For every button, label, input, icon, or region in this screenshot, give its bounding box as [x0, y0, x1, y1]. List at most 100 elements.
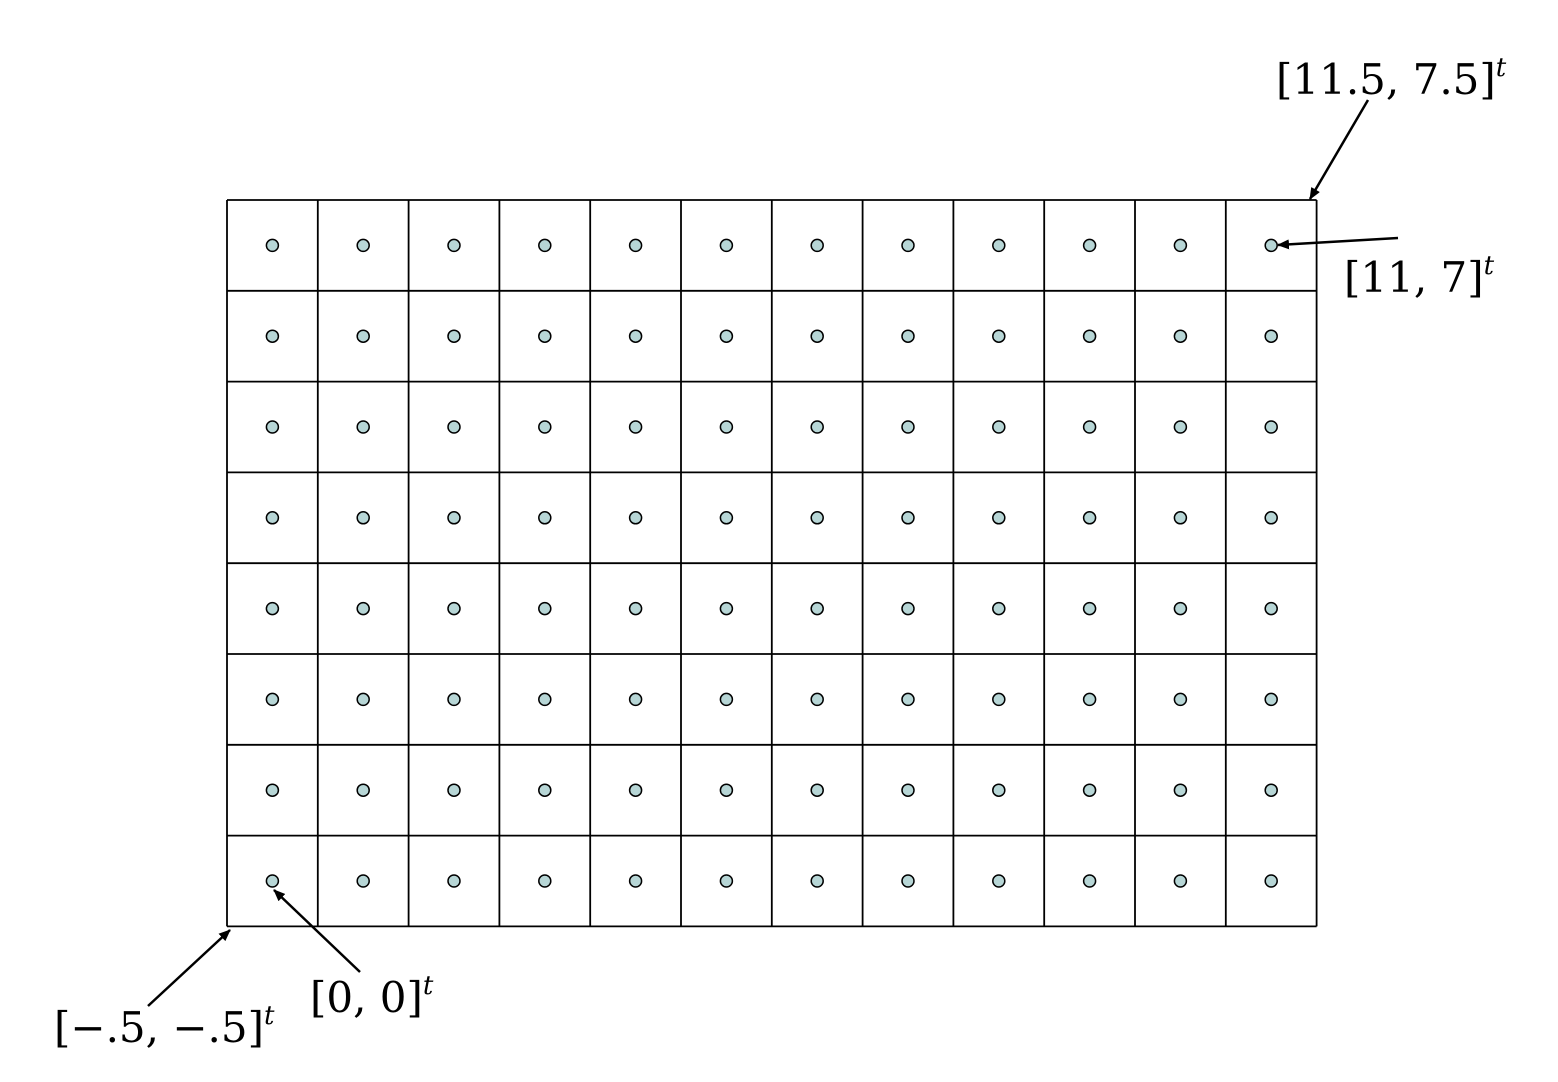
pixel-center-point [447, 420, 461, 434]
pixel-center-point [538, 420, 552, 434]
pixel-center-point [628, 329, 643, 343]
arrow-bottom-left-corner [147, 929, 231, 1007]
pixel-center-point [628, 238, 643, 253]
pixel-center-point [1173, 420, 1188, 434]
pixel-center-point [447, 511, 461, 525]
pixel-center-point [447, 874, 461, 888]
pixel-center-point [1173, 783, 1188, 797]
pixel-center-point [992, 511, 1006, 525]
pixel-center-point [265, 329, 280, 343]
pixel-center-point [628, 783, 643, 797]
pixel-center-point [810, 692, 824, 707]
pixel-center-point [719, 511, 734, 525]
pixel-center-point [356, 329, 370, 343]
pixel-center-point [992, 329, 1006, 343]
pixel-center-point [810, 783, 824, 797]
pixel-center-point [810, 511, 824, 525]
pixel-center-point [356, 420, 370, 434]
pixel-center-point [992, 238, 1006, 253]
pixel-center-point [992, 601, 1006, 616]
pixel-center-point [447, 238, 461, 253]
pixel-center-point [992, 420, 1006, 434]
pixel-center-point [810, 329, 824, 343]
pixel-center-point [447, 692, 461, 707]
pixel-center-point [992, 692, 1006, 707]
pixel-center-point [901, 783, 915, 797]
label-top-right-point: [11, 7]t [1344, 251, 1495, 302]
arrow-top-right-corner [1308, 99, 1370, 200]
pixel-center-point [992, 783, 1006, 797]
pixel-center-point [1173, 511, 1188, 525]
pixel-center-point [538, 692, 552, 707]
pixel-center-point [265, 238, 280, 253]
pixel-center-point [1082, 601, 1097, 616]
pixel-center-point [538, 238, 552, 253]
pixel-center-point [1264, 601, 1278, 616]
pixel-center-point [1082, 783, 1097, 797]
pixel-center-point [538, 874, 552, 888]
label-top-right-corner: [11.5, 7.5]t [1276, 53, 1507, 104]
pixel-center-point [628, 601, 643, 616]
pixel-center-point [901, 329, 915, 343]
pixel-center-point [1264, 874, 1278, 888]
pixel-center-point [356, 874, 370, 888]
pixel-center-point [719, 329, 734, 343]
pixel-center-point [356, 601, 370, 616]
pixel-center-point [719, 238, 734, 253]
pixel-center-point [265, 420, 280, 434]
pixel-center-point [719, 783, 734, 797]
pixel-center-point [1173, 238, 1188, 253]
pixel-center-point [810, 238, 824, 253]
pixel-center-point [1173, 874, 1188, 888]
pixel-center-point [1082, 420, 1097, 434]
pixel-center-point [901, 692, 915, 707]
pixel-center-point [1173, 329, 1188, 343]
pixel-center-point [1264, 420, 1278, 434]
pixel-center-point [810, 601, 824, 616]
pixel-center-point [538, 329, 552, 343]
pixel-center-point [356, 783, 370, 797]
pixel-center-point [1173, 601, 1188, 616]
pixel-center-point [719, 420, 734, 434]
pixel-center-point [447, 329, 461, 343]
pixel-center-point [992, 874, 1006, 888]
pixel-center-point [356, 511, 370, 525]
pixel-center-point [1082, 692, 1097, 707]
pixel-center-point [1264, 329, 1278, 343]
pixel-center-point [1082, 238, 1097, 253]
pixel-center-point [265, 692, 280, 707]
pixel-center-point [810, 874, 824, 888]
pixel-center-point [1264, 511, 1278, 525]
pixel-center-point [356, 238, 370, 253]
pixel-center-point [628, 692, 643, 707]
pixel-center-point [1264, 692, 1278, 707]
pixel-center-point [901, 601, 915, 616]
pixel-center-point [719, 601, 734, 616]
grid-lines [226, 199, 1318, 928]
pixel-center-point [538, 511, 552, 525]
pixel-center-point [1082, 329, 1097, 343]
pixel-center-point [901, 511, 915, 525]
pixel-center-point [538, 783, 552, 797]
pixel-center-point [1173, 692, 1188, 707]
pixel-center-point [538, 601, 552, 616]
pixel-center-point [447, 601, 461, 616]
pixel-center-point [628, 511, 643, 525]
grid-points [265, 238, 1278, 888]
pixel-center-point [265, 783, 280, 797]
pixel-center-point [265, 601, 280, 616]
pixel-center-point [1082, 874, 1097, 888]
label-origin-point: [0, 0]t [310, 971, 434, 1022]
pixel-center-point [719, 874, 734, 888]
pixel-center-point [265, 874, 280, 888]
pixel-center-point [356, 692, 370, 707]
pixel-center-point [628, 874, 643, 888]
pixel-center-point [1082, 511, 1097, 525]
pixel-center-point [901, 420, 915, 434]
pixel-center-point [901, 238, 915, 253]
pixel-center-point [810, 420, 824, 434]
arrow-origin-point [273, 889, 361, 973]
pixel-center-point [1264, 783, 1278, 797]
pixel-center-point [1264, 238, 1278, 253]
pixel-center-point [628, 420, 643, 434]
